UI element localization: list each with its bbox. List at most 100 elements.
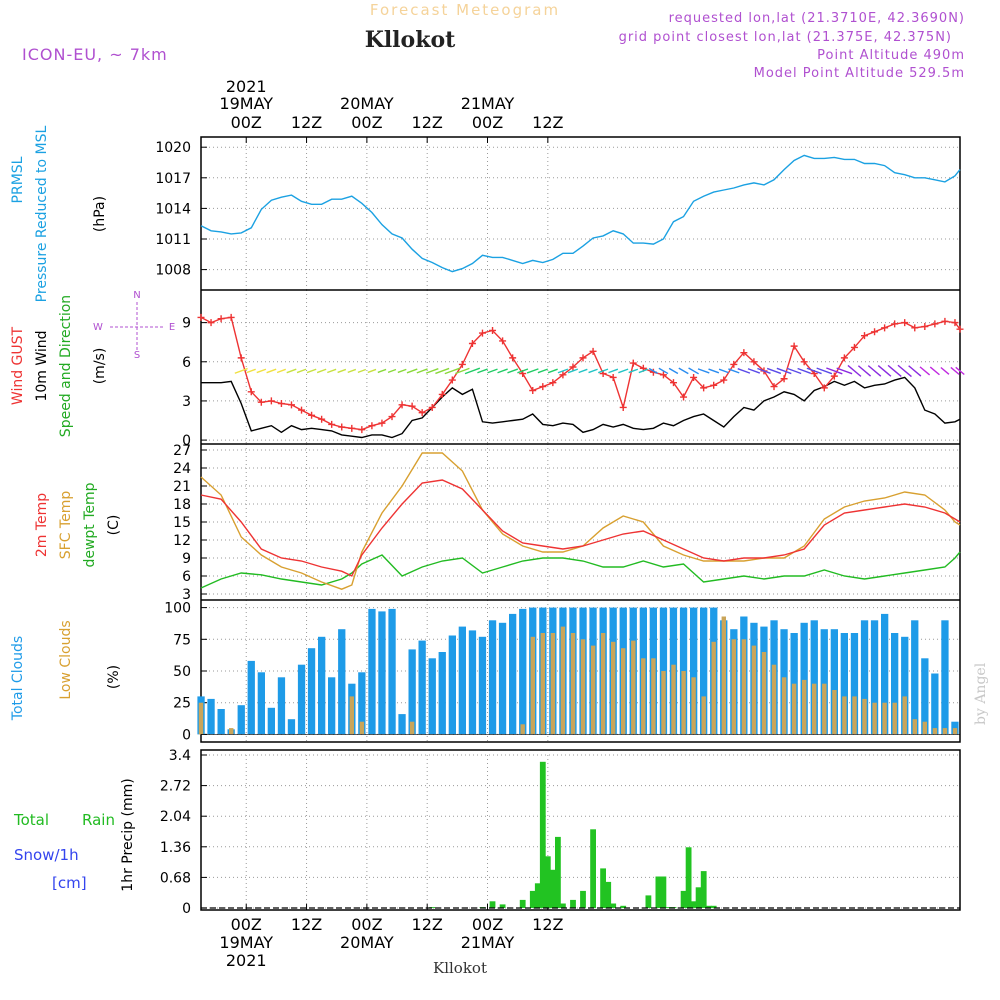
total-cloud-bar [438, 652, 446, 735]
wind-gust-line-point [197, 313, 205, 321]
wind-direction-arrow [728, 368, 740, 374]
wind-direction-arrow [847, 364, 862, 377]
time-label-date-bottom: 20MAY [340, 933, 394, 952]
pressure-tick-label: 1008 [155, 263, 191, 279]
wind-gust-line-point [790, 342, 798, 350]
time-label-hour-bottom: 00Z [231, 915, 262, 934]
wind-gust-line-point [408, 402, 416, 410]
model-label: ICON-EU, ~ 7km [22, 45, 168, 64]
temp-tick-label: 18 [173, 497, 191, 513]
requested-coords: requested lon,lat (21.3710E, 42.3690N) [669, 11, 965, 26]
wind-gust-line-point [328, 420, 336, 428]
total-cloud-bar [378, 611, 386, 735]
rain-bar [560, 903, 566, 908]
wind-direction-arrow [618, 368, 629, 374]
clouds-tick-label: 25 [173, 696, 191, 712]
wind-direction-arrow [747, 368, 761, 374]
compass-s: S [134, 350, 140, 361]
wind-gust-line-point [669, 379, 677, 387]
wind-gust-line-point [257, 398, 265, 406]
wind-gust-line-point [378, 419, 386, 427]
low-clouds-label: Low Clouds [58, 620, 74, 699]
wind-gust-line-point [659, 371, 667, 379]
wind-label: 10m Wind [34, 330, 50, 401]
wind-unit: (m/s) [92, 348, 108, 385]
rain-bar [519, 899, 526, 908]
low-cloud-bar [842, 696, 847, 735]
wind-gust-line-point [338, 423, 346, 431]
precip-rain-label: Rain [82, 811, 115, 829]
low-cloud-bar [781, 677, 787, 735]
wind-direction-arrow [697, 368, 710, 374]
wind-direction-arrow [306, 368, 317, 374]
wind-gust-line-point [830, 372, 838, 380]
wind-gust-line-point [820, 384, 828, 392]
wind-direction-arrow [678, 367, 689, 375]
clouds-unit: (%) [106, 665, 122, 689]
wind-gust-line-point [921, 323, 929, 331]
pressure-tick-label: 1014 [155, 201, 191, 217]
wind-gust-line-point [901, 319, 909, 327]
time-label-hour: 12Z [412, 113, 443, 132]
wind-gust-line-point [740, 349, 748, 357]
total-cloud-bar [448, 635, 456, 735]
total-cloud-bar [307, 648, 316, 735]
low-cloud-bar [671, 664, 676, 735]
temp-tick-label: 3 [182, 587, 191, 603]
temp-tick-label: 6 [182, 569, 191, 585]
total-cloud-bar [870, 620, 879, 735]
wind-direction-arrow [940, 366, 950, 375]
low-cloud-bar [651, 658, 656, 735]
precip-tick-label: 3.4 [169, 748, 191, 764]
time-label-hour-bottom: 00Z [472, 915, 503, 934]
wind-direction-arrow [286, 368, 297, 374]
total-cloud-bar [700, 607, 708, 735]
low-cloud-bar [862, 698, 867, 735]
total-cloud-bar [468, 630, 477, 735]
dewpt-temp-line [200, 551, 961, 589]
rain-bar [555, 836, 561, 908]
clouds-tick-label: 50 [173, 664, 191, 680]
precip-tick-label: 1.36 [160, 840, 191, 856]
wind-direction-arrow [377, 368, 387, 374]
point-altitude: Point Altitude 490m [817, 48, 965, 63]
wind-direction-arrow [316, 368, 327, 374]
temp-tick-label: 27 [173, 443, 191, 459]
wind-gust-line-point [700, 384, 708, 392]
wind-gust-line-point [499, 337, 507, 345]
low-cloud-bar [942, 728, 948, 735]
total-cloud-bar [830, 629, 838, 735]
wind-direction-arrow [608, 368, 619, 374]
total-cloud-bar [257, 672, 265, 735]
low-cloud-bar [711, 641, 716, 735]
total-cloud-bar [368, 608, 376, 735]
wind-gust-line-point [840, 354, 848, 362]
wind-direction-arrow [955, 366, 965, 376]
rain-bar [660, 876, 667, 908]
total-cloud-bar [237, 705, 245, 735]
wind-gust-line-point [267, 397, 275, 405]
wind-direction-arrow [786, 367, 802, 375]
wind-gust-line-point [418, 409, 426, 417]
wind-gust-line-point [559, 371, 567, 379]
total-cloud-bar [921, 658, 929, 735]
footer-location: Kllokot [433, 959, 487, 977]
watermark: by Angel [973, 662, 989, 725]
precip-tick-label: 2.04 [160, 809, 191, 825]
wind-gust-line-point [710, 381, 718, 389]
rain-bar [710, 905, 717, 909]
wind-gust-line-point [277, 400, 285, 408]
wind-direction-arrow [477, 368, 488, 374]
total-cloud-bar [800, 622, 808, 735]
wind-direction-arrow [425, 368, 439, 374]
wind-gust-line-point [680, 393, 688, 401]
total-cloud-bar [428, 658, 436, 735]
wind-direction-arrow [929, 366, 940, 376]
model-altitude: Model Point Altitude 529.5m [754, 66, 965, 81]
total-cloud-bar [498, 622, 507, 735]
total-cloud-bar [519, 608, 527, 735]
wind-direction-arrow [406, 368, 418, 374]
time-label-date-bottom: 21MAY [461, 933, 515, 952]
chart-title: Forecast Meteogram [370, 1, 560, 19]
wind-tick-label: 9 [182, 316, 191, 332]
